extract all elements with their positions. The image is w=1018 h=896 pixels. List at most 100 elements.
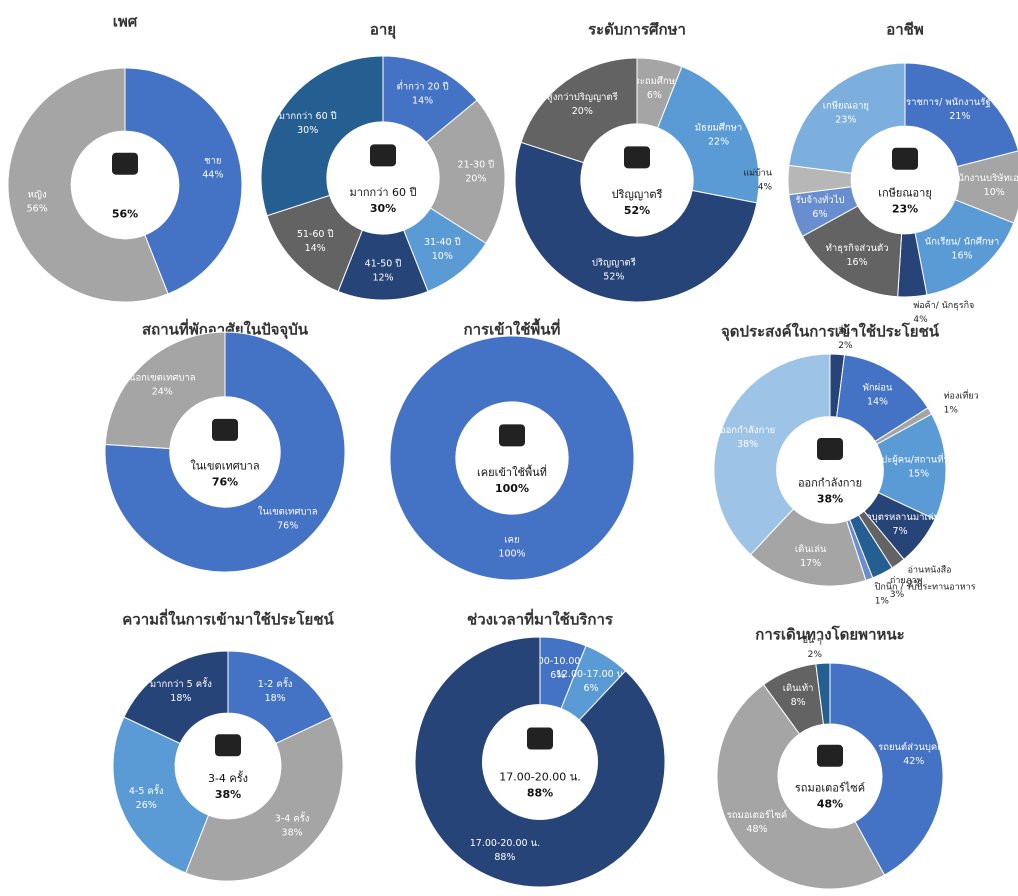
value-label: 6% [812,209,827,220]
center-icon [817,438,843,460]
center-icon [215,734,241,756]
category-label: ในเขตเทศบาล [258,505,318,517]
center-icon [370,144,396,166]
category-label: มัธยมศึกษา [695,123,742,134]
category-label: ปริญญาตรี [592,257,636,269]
value-label: 10% [984,187,1005,198]
category-label: เคย [504,535,519,546]
center-disc [172,399,278,505]
value-label: 10% [432,251,453,262]
value-label: 22% [708,137,729,148]
value-label: 14% [867,397,888,408]
value-label: 14% [305,243,326,254]
value-label: 23% [835,114,856,125]
category-label: อ่านหนังสือ [908,564,952,575]
value-label: 100% [498,549,525,560]
category-label: 3-4 ครั้ง [275,812,310,825]
value-label: 6% [583,683,598,694]
value-label: 30% [297,125,318,136]
category-label: พักผ่อน [863,383,893,394]
value-label: 20% [465,174,486,185]
category-label: 1-2 ครั้ง [258,677,293,690]
value-label: 15% [908,469,929,480]
value-label: 6% [647,90,662,101]
value-label: 2% [808,650,823,660]
value-label: 20% [572,106,593,117]
value-label: 18% [265,693,286,704]
category-label: รับจ้างทั่วไป [795,193,844,206]
center-text: 23% [892,203,918,216]
chart-title: ความถี่ในการเข้ามาใช้ประโยชน์ [122,609,334,629]
center-icon [499,424,525,446]
category-label: 31-40 ปี [424,236,461,248]
category-label: มากกว่า 5 ครั้ง [150,677,212,690]
center-text: เคยเข้าใช้พื้นที่ [477,464,547,479]
category-label: 41-50 ปี [365,258,402,270]
category-label: มากกว่า 60 ปี [279,110,337,122]
value-label: 1% [944,405,959,415]
value-label: 4% [758,183,773,193]
category-label: พนักงานบริษัทเอกชน [951,173,1018,184]
center-text: ในเขตเทศบาล [190,459,259,472]
center-disc [583,126,691,234]
chart-title: จุดประสงค์ในการเข้าใช้ประโยชน์ [721,322,940,342]
chart-title: ระดับการศึกษา [588,21,686,39]
category-label: สูงกว่าปริญญาตรี [547,91,618,103]
chart-title: การเข้าใช้พื้นที่ [464,318,561,339]
value-label: 2% [838,341,853,351]
center-text: 88% [527,787,553,800]
value-label: 12% [372,273,393,284]
value-label: 42% [903,756,924,767]
center-text: ออกกำลังกาย [798,476,862,489]
center-icon [112,153,138,175]
value-label: 16% [847,257,868,268]
category-label: ต่ำกว่า 20 ปี [397,79,449,92]
center-disc [779,419,882,522]
value-label: 7% [893,526,908,537]
category-label: 21-30 ปี [458,159,495,171]
center-text: 3-4 ครั้ง [208,770,248,785]
center-disc [329,124,437,232]
value-label: 88% [494,852,515,863]
center-icon [892,148,918,170]
category-label: เดินเท้า [783,683,814,694]
category-label: 17.00-20.00 น. [470,838,540,849]
center-text: 100% [495,482,529,495]
category-label: ออกกำลังกาย [720,425,775,436]
center-disc [485,707,596,818]
category-label: นักเรียน/ นักศึกษา [925,235,1000,247]
chart-title: เพศ [113,13,138,31]
category-label: ทำธุรกิจส่วนตัว [826,243,889,254]
value-label: 16% [951,250,972,261]
category-label: พบปะผู้คน/สถานที่นัดพบ [869,453,969,466]
center-disc [458,404,566,512]
center-text: เกษียณอายุ [878,187,932,200]
center-text: 52% [624,204,650,217]
chart-title: อายุ [370,21,396,40]
category-label: รับราชการ/ พนักงานรัฐวิสาหกิจ [895,97,1018,108]
value-label: 18% [170,693,191,704]
category-label: พ่อค้า/ นักธุรกิจ [913,300,974,311]
center-disc [780,726,880,826]
chart-title: การเดินทางโดยพาหนะ [755,625,904,644]
category-label: ปิกนิก / รับประทานอาหาร [875,582,976,593]
chart-title: อาชีพ [886,21,924,39]
center-icon [527,728,553,750]
value-label: 48% [746,824,767,835]
center-text: 30% [370,202,396,215]
category-label: เดินเล่น [795,544,827,555]
center-icon [212,419,238,441]
category-label: รถมอเตอร์ไซค์ [727,809,788,821]
value-label: 56% [27,203,48,214]
category-label: 12.00-17.00 น. [556,669,626,680]
center-text: 48% [817,798,843,811]
center-text: 17.00-20.00 น. [499,771,580,784]
value-label: 17% [800,558,821,569]
center-disc [73,133,177,237]
category-label: 51-60 ปี [297,228,334,240]
center-icon [817,745,843,767]
category-label: 4-5 ครั้ง [129,784,164,797]
center-text: รถมอเตอร์ไซค์ [795,782,865,795]
value-label: 8% [791,697,806,708]
chart-title: ช่วงเวลาที่มาใช้บริการ [467,609,614,629]
